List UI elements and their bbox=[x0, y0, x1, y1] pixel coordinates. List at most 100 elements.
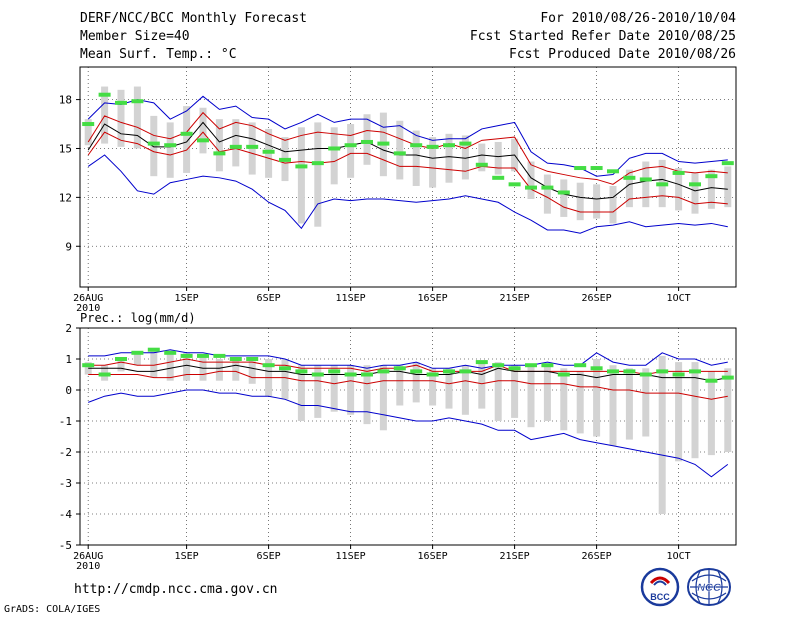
prec-obs-marker bbox=[361, 372, 373, 377]
temp-obs-marker bbox=[590, 166, 603, 171]
prec-spread-box bbox=[724, 368, 732, 452]
prec-spread-box bbox=[478, 362, 486, 409]
temp-obs-marker bbox=[672, 170, 685, 175]
temp-spread-box bbox=[150, 115, 158, 177]
footer-url[interactable]: http://cmdp.ncc.cma.gov.cn bbox=[74, 582, 278, 597]
temp-obs-marker bbox=[475, 162, 488, 167]
prec-spread-box bbox=[494, 362, 502, 421]
prec-spread-box bbox=[445, 368, 453, 409]
prec-ytick-label: -5 bbox=[59, 539, 72, 552]
prec-spread-box bbox=[543, 365, 551, 421]
temp-frame bbox=[79, 66, 737, 288]
prec-obs-marker bbox=[147, 347, 160, 352]
prec-ytick-label: -1 bbox=[59, 415, 72, 428]
prec-spread-box bbox=[215, 359, 223, 381]
prec-spread-box bbox=[691, 362, 699, 459]
prec-obs-marker bbox=[279, 366, 291, 371]
temp-obs-marker bbox=[262, 149, 275, 154]
header-right: For 2010/08/26-2010/10/04 Fcst Started R… bbox=[470, 10, 736, 64]
prec-line-max bbox=[88, 349, 728, 369]
temp-obs-marker bbox=[689, 182, 701, 187]
temp-obs-marker bbox=[705, 174, 718, 179]
prec-obs-marker bbox=[623, 369, 636, 374]
temp-spread-box bbox=[560, 179, 568, 217]
prec-spread-box bbox=[363, 365, 371, 425]
temp-xtick-label: 6SEP bbox=[257, 293, 281, 304]
temp-line-mean bbox=[87, 121, 728, 200]
temp-ytick-label: 15 bbox=[59, 142, 72, 155]
header-left: DERF/NCC/BCC Monthly Forecast Member Siz… bbox=[80, 10, 307, 64]
prec-xtick-label: 6SEP bbox=[257, 551, 281, 562]
prec-obs-marker bbox=[115, 357, 127, 361]
prec-obs-marker bbox=[164, 350, 177, 355]
prec-spread-box bbox=[707, 371, 715, 456]
prec-spread-box bbox=[609, 365, 617, 446]
prec-spread-box bbox=[429, 368, 437, 406]
temp-obs-marker bbox=[557, 190, 570, 195]
prec-spread-box bbox=[232, 359, 240, 381]
prec-obs-marker bbox=[344, 372, 357, 377]
temp-spread-box bbox=[429, 137, 437, 188]
temp-obs-marker bbox=[508, 182, 521, 187]
temp-spread-box bbox=[543, 174, 551, 214]
grads-credit: GrADS: COLA/IGES bbox=[4, 604, 101, 615]
prec-obs-marker bbox=[508, 366, 521, 371]
prec-spread-box bbox=[330, 365, 338, 412]
temp-xtick-label: 1SEP bbox=[175, 293, 199, 304]
prec-obs-marker bbox=[590, 366, 603, 371]
prec-line-meanstd bbox=[88, 358, 728, 376]
prec-obs-marker bbox=[574, 363, 587, 368]
temp-spread-box bbox=[363, 114, 371, 165]
prec-year-label: 2010 bbox=[76, 561, 100, 572]
prec-ytick-label: 1 bbox=[65, 353, 72, 366]
prec-spread-box bbox=[248, 359, 256, 384]
temp-obs-marker bbox=[393, 151, 406, 156]
temp-obs-marker bbox=[361, 139, 373, 144]
temp-panel: 9 12 15 18 26AUG 1SEP 6SEP 11SEP 16SEP 21SEP 26SEP… bbox=[59, 66, 737, 314]
temp-spread-box bbox=[183, 106, 191, 173]
prec-obs-marker bbox=[98, 372, 111, 377]
prec-frame bbox=[79, 327, 737, 546]
prec-obs-marker bbox=[131, 350, 144, 355]
ncc-logo: NCC bbox=[687, 568, 731, 606]
temp-spread-box bbox=[609, 185, 617, 224]
prec-obs-marker bbox=[426, 372, 439, 377]
prec-xtick-label: 11SEP bbox=[336, 551, 366, 562]
prec-spread-box bbox=[675, 362, 683, 462]
prec-obs-marker bbox=[377, 369, 390, 374]
temp-spread-box bbox=[101, 86, 109, 144]
temp-line-meanstd bbox=[87, 131, 728, 213]
temp-obs-marker bbox=[443, 143, 455, 148]
prec-spread-box bbox=[658, 355, 666, 514]
temp-spread-box bbox=[576, 182, 584, 221]
prec-spread-box bbox=[593, 359, 601, 437]
prec-obs-marker bbox=[295, 369, 308, 374]
prec-obs-marker bbox=[656, 369, 669, 374]
prec-xtick-label: 26SEP bbox=[582, 551, 612, 562]
temp-year-label: 2010 bbox=[76, 303, 100, 314]
temp-spread-box bbox=[199, 107, 207, 154]
temp-obs-marker bbox=[459, 141, 472, 146]
prec-spread-box bbox=[511, 365, 519, 418]
prec-xtick-label: 16SEP bbox=[418, 551, 448, 562]
prec-spread-box bbox=[133, 352, 141, 366]
temp-obs-marker bbox=[328, 146, 341, 151]
prec-spread-box bbox=[347, 365, 355, 415]
temp-obs-marker bbox=[377, 141, 390, 146]
prec-spread-box bbox=[166, 352, 174, 381]
bcc-logo-text: BCC bbox=[650, 592, 670, 602]
prec-xtick-label: 26AUG bbox=[73, 551, 103, 562]
temp-obs-marker bbox=[656, 182, 669, 187]
prec-spread-box bbox=[576, 371, 584, 434]
temp-obs-marker bbox=[98, 92, 111, 97]
temp-obs-marker bbox=[623, 175, 636, 180]
temp-spread-box bbox=[461, 135, 469, 180]
temp-spread-box bbox=[445, 133, 453, 183]
temp-xtick-label: 26AUG bbox=[73, 293, 103, 304]
prec-spread-box bbox=[396, 365, 404, 406]
prec-obs-marker bbox=[475, 360, 488, 365]
temp-spread-box bbox=[478, 143, 486, 172]
temp-spread-box bbox=[707, 169, 715, 209]
temp-obs-marker bbox=[82, 122, 95, 127]
member-size: Member Size=40 bbox=[80, 29, 190, 44]
